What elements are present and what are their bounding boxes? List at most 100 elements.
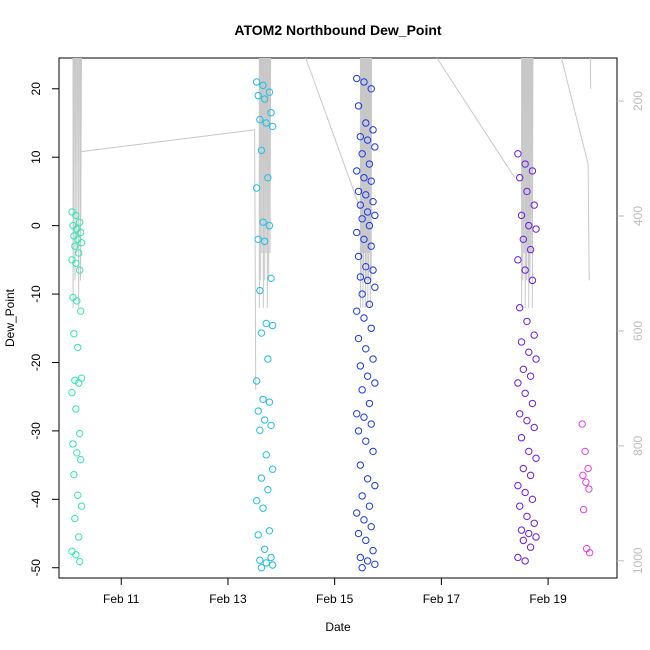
data-point [257, 329, 266, 337]
data-point [353, 167, 361, 175]
data-point [69, 440, 77, 448]
data-point [257, 146, 266, 155]
data-point [68, 208, 76, 216]
data-point [525, 221, 533, 230]
data-point [252, 377, 261, 385]
data-point [363, 557, 372, 565]
data-point [519, 365, 528, 374]
data-point [264, 174, 272, 182]
data-point [70, 470, 78, 479]
data-point [360, 78, 368, 86]
y-axis: 20 10 0 -10 -20 -30 -40 -50 [29, 82, 59, 577]
data-point [532, 355, 540, 363]
data-point [365, 300, 374, 309]
y-tick-label: -40 [29, 490, 43, 508]
y-tick-label: -10 [29, 285, 43, 303]
data-point [523, 317, 531, 326]
y2-axis: 200 400 600 800 1000 [617, 91, 645, 574]
data-point [260, 237, 269, 246]
data-point [254, 235, 262, 244]
pressure-trace [78, 57, 81, 308]
data-point [354, 252, 363, 261]
data-point [521, 160, 529, 168]
data-point [356, 553, 365, 562]
data-point [519, 464, 528, 473]
data-point [367, 177, 375, 185]
data-point [268, 321, 277, 330]
data-point [264, 486, 272, 494]
data-point [362, 536, 370, 545]
data-point [362, 191, 370, 199]
data-point [521, 389, 529, 397]
data-point [363, 136, 372, 144]
data-point [369, 546, 377, 555]
data-point [353, 74, 361, 83]
pressure-trace [262, 57, 265, 308]
data-point [75, 379, 83, 387]
data-point [360, 413, 368, 421]
data-point [353, 509, 361, 517]
data-point [525, 348, 533, 356]
data-point [262, 319, 270, 328]
data-point [367, 522, 375, 531]
data-point [358, 564, 366, 572]
pressure-trace [80, 57, 82, 281]
data-point [267, 421, 275, 430]
data-point [367, 420, 375, 428]
data-point [514, 256, 522, 264]
data-point [70, 232, 78, 240]
data-point [259, 395, 267, 404]
data-point [257, 474, 266, 482]
chart-title: ATOM2 Northbound Dew_Point [234, 22, 441, 38]
data-point [360, 235, 368, 244]
pressure-trace [436, 57, 516, 179]
data-point [354, 334, 363, 343]
data-point [514, 553, 522, 562]
data-point [579, 471, 587, 480]
pressure-trace [531, 57, 534, 308]
data-point [363, 475, 372, 483]
data-point [360, 314, 368, 322]
y-tick-label: -20 [29, 353, 43, 371]
x-axis-label: Date [325, 620, 351, 634]
data-point [76, 455, 85, 464]
y2-tick-label: 600 [631, 321, 645, 341]
data-point [526, 245, 535, 254]
y-axis-label: Dew_Point [3, 288, 17, 347]
data-point [365, 502, 374, 510]
data-point [516, 304, 524, 312]
data-point [71, 242, 79, 250]
pressure-trace [268, 57, 270, 281]
data-point [367, 324, 375, 332]
pressure-trace [525, 57, 528, 281]
data-point [526, 372, 535, 380]
y2-tick-label: 800 [631, 436, 645, 456]
data-point [71, 514, 79, 523]
data-point [268, 561, 277, 569]
data-point [260, 545, 269, 553]
data-point [74, 343, 82, 352]
data-point [354, 427, 363, 435]
pressure-trace [74, 57, 77, 281]
x-tick-label: Feb 19 [529, 592, 567, 606]
data-point [257, 564, 266, 572]
data-point [72, 405, 80, 413]
data-point [260, 416, 269, 424]
pressure-trace [560, 57, 590, 281]
x-tick-label: Feb 17 [423, 592, 461, 606]
data-point [358, 386, 366, 394]
data-point [358, 215, 366, 223]
data-point [579, 505, 588, 514]
pressure-trace [524, 57, 527, 308]
pressure-trace [527, 57, 529, 254]
y-tick-label: -50 [29, 559, 43, 577]
data-point [362, 262, 370, 271]
data-point [369, 126, 377, 134]
data-point [516, 410, 524, 418]
data-point [356, 132, 365, 141]
x-tick-label: Feb 15 [316, 592, 354, 606]
data-point [516, 174, 524, 182]
data-point [517, 526, 526, 534]
data-point [585, 548, 594, 557]
data-point [526, 471, 535, 480]
